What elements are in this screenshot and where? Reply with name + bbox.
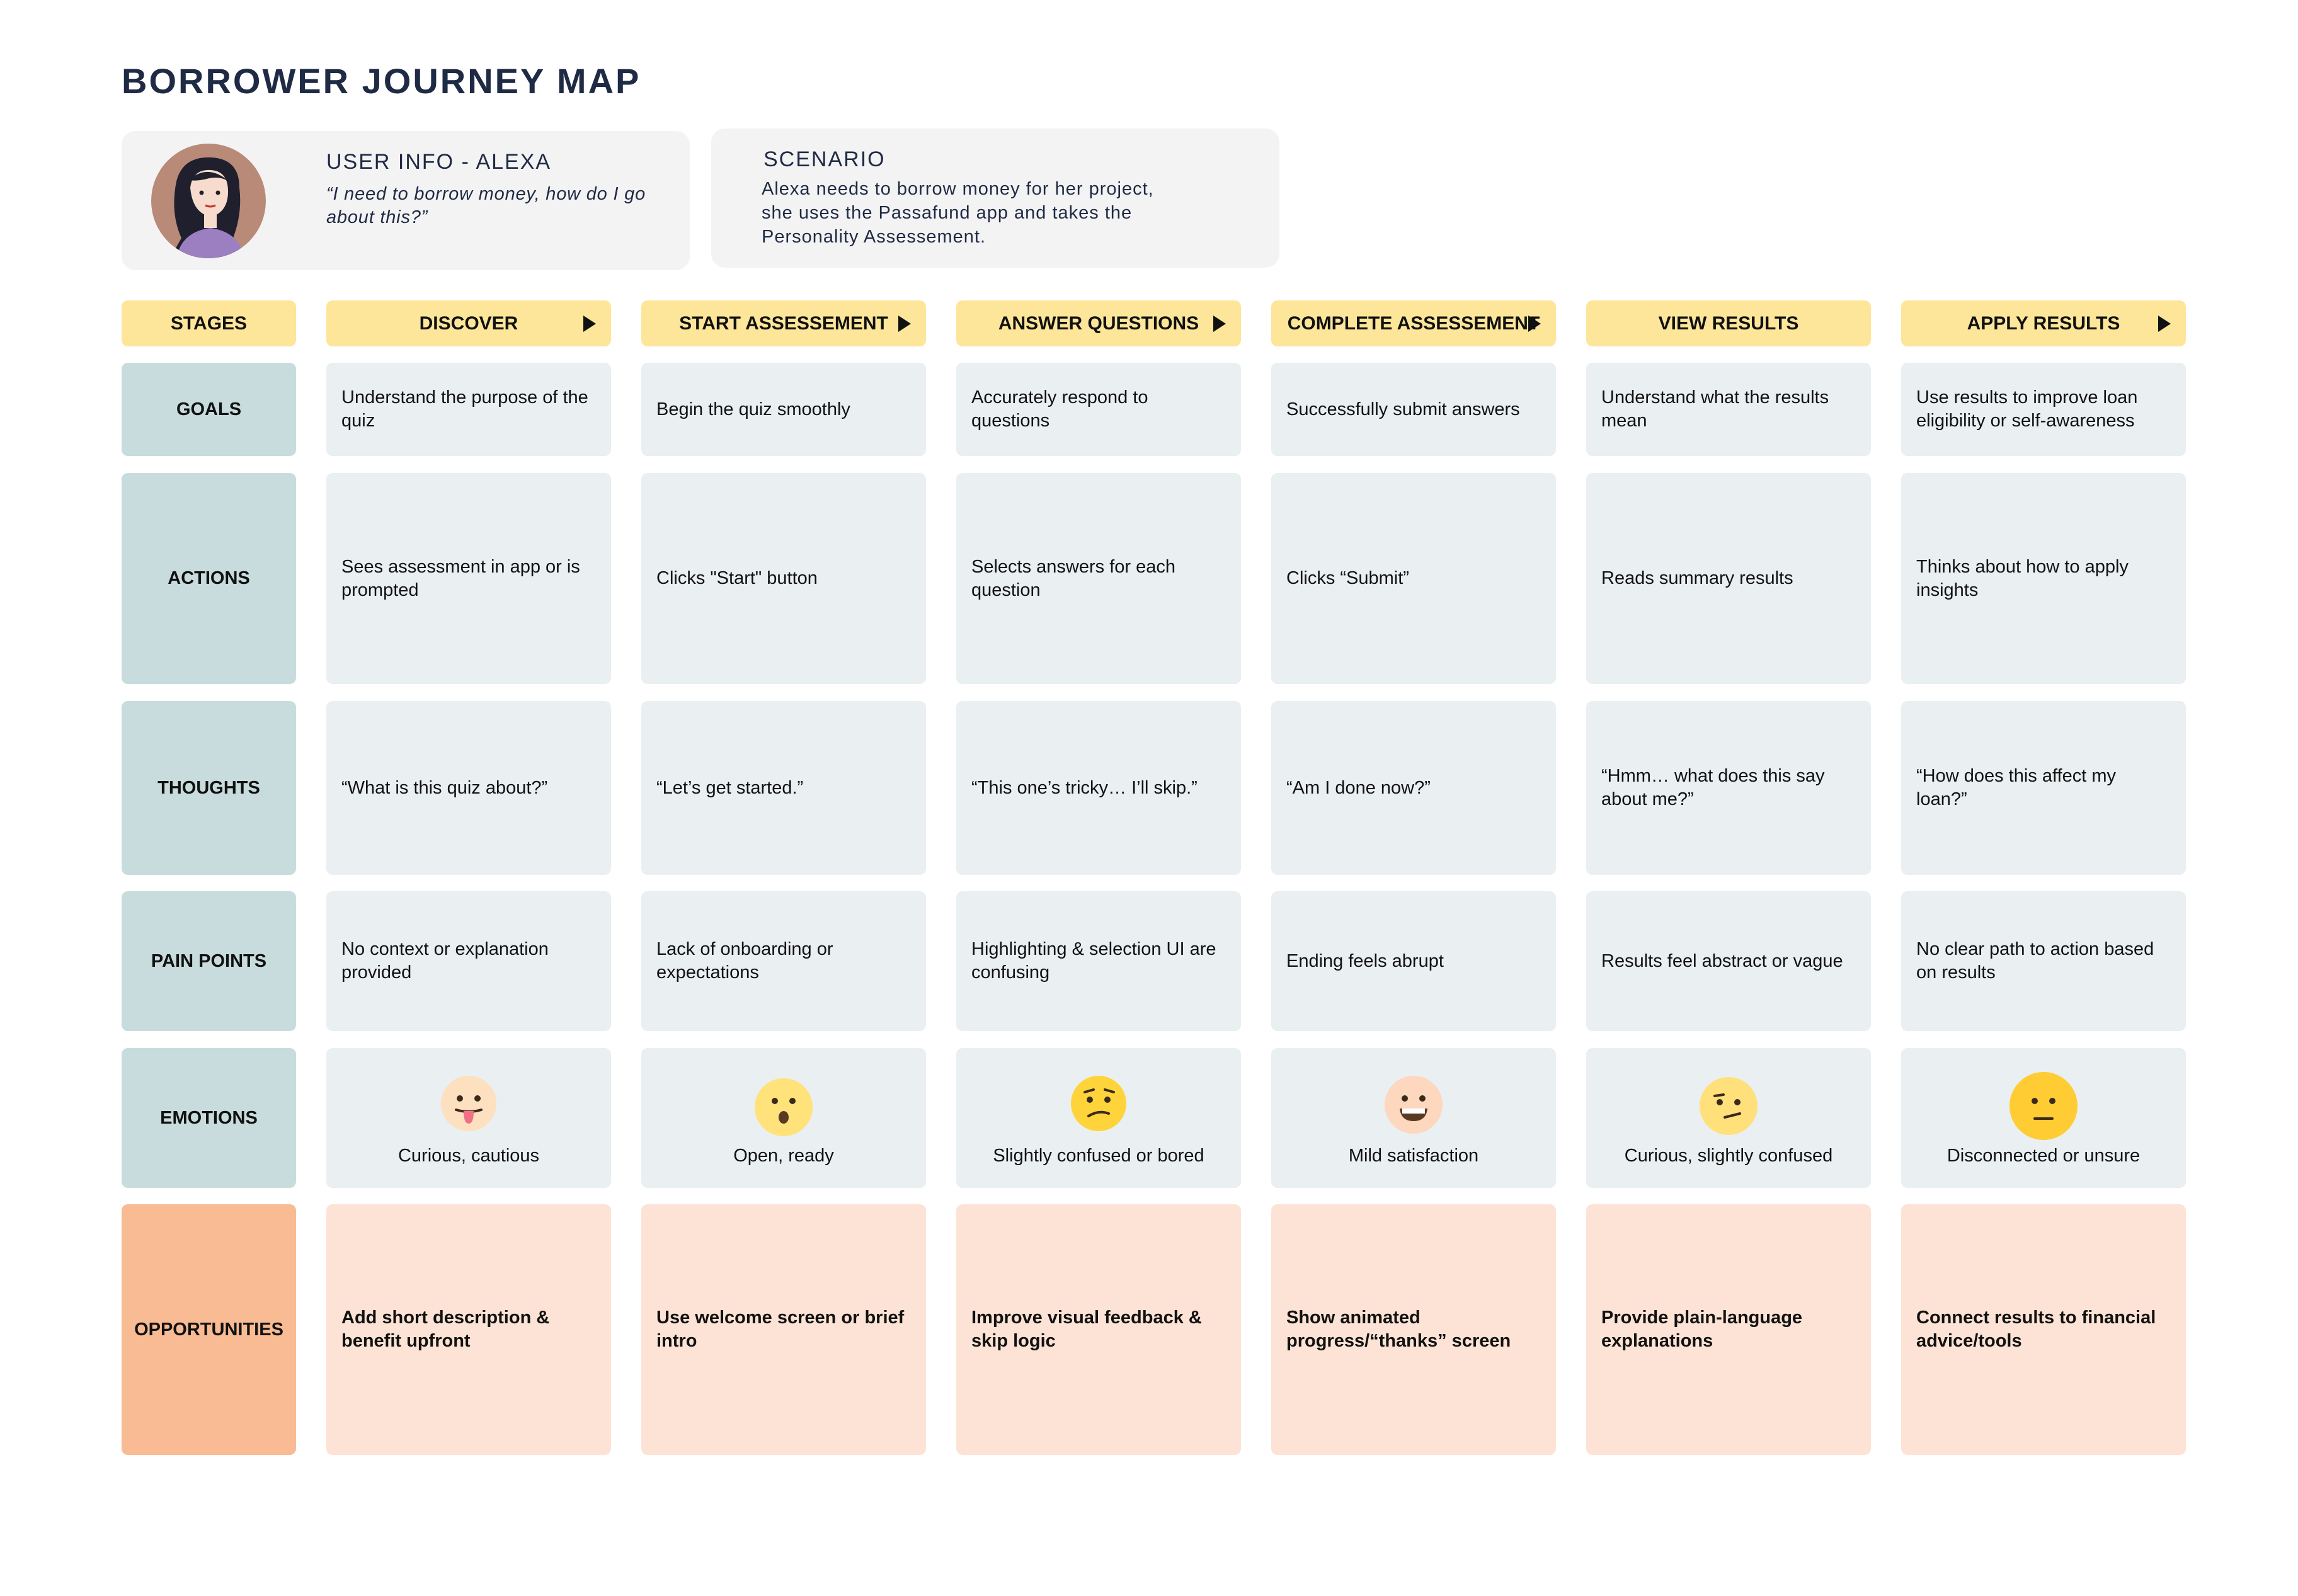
stage-view-results: VIEW RESULTS: [1586, 300, 1871, 346]
action-cell: Sees assessment in app or is prompted: [326, 473, 611, 684]
opportunity-cell: Show animated progress/“thanks” screen: [1271, 1204, 1556, 1455]
action-cell: Reads summary results: [1586, 473, 1871, 684]
play-arrow-icon: [1528, 315, 1541, 332]
emotion-label: Slightly confused or bored: [993, 1146, 1204, 1166]
goal-cell: Successfully submit answers: [1271, 363, 1556, 456]
action-cell: Clicks “Submit”: [1271, 473, 1556, 684]
row-label-actions: ACTIONS: [122, 473, 296, 684]
goal-cell: Use results to improve loan eligibility …: [1901, 363, 2186, 456]
emotion-cell: Mild satisfaction: [1271, 1048, 1556, 1188]
thought-cell: “Am I done now?”: [1271, 701, 1556, 875]
play-arrow-icon: [898, 315, 911, 332]
emotion-label: Curious, cautious: [397, 1146, 540, 1166]
pain-point-cell: Results feel abstract or vague: [1586, 891, 1871, 1031]
tongue-out-emoji-icon: [441, 1076, 496, 1131]
scenario-text: Alexa needs to borrow money for her proj…: [762, 179, 1154, 247]
neutral-emoji-icon: [2009, 1072, 2078, 1140]
emotion-cell: Curious, slightly confused: [1586, 1048, 1871, 1188]
thought-cell: “Hmm… what does this say about me?”: [1586, 701, 1871, 875]
opportunity-cell: Provide plain-language explanations: [1586, 1204, 1871, 1455]
row-label-pain-points: PAIN POINTS: [122, 891, 296, 1031]
grinning-emoji-icon: [1385, 1076, 1443, 1134]
user-info-heading: USER INFO - ALEXA: [326, 150, 552, 174]
stage-label: APPLY RESULTS: [1967, 312, 2120, 334]
stage-answer-questions: ANSWER QUESTIONS: [956, 300, 1241, 346]
thought-cell: “What is this quiz about?”: [326, 701, 611, 875]
emotion-label: Mild satisfaction: [1348, 1146, 1479, 1166]
row-label-thoughts: THOUGHTS: [122, 701, 296, 875]
user-quote: “I need to borrow money, how do I go abo…: [326, 184, 646, 227]
opportunity-cell: Connect results to financial advice/tool…: [1901, 1204, 2186, 1455]
skeptical-emoji-icon: [1700, 1077, 1758, 1135]
row-label-goals: GOALS: [122, 363, 296, 456]
user-info-card: USER INFO - ALEXA “I need to borrow mone…: [122, 131, 690, 270]
emotion-cell: Disconnected or unsure: [1901, 1048, 2186, 1188]
emotion-label: Open, ready: [733, 1146, 834, 1166]
stage-label: DISCOVER: [419, 312, 518, 334]
surprised-emoji-icon: [755, 1078, 813, 1136]
stages-label-text: STAGES: [170, 312, 248, 334]
pain-point-cell: No clear path to action based on results: [1901, 891, 2186, 1031]
page-title: BORROWER JOURNEY MAP: [122, 61, 641, 101]
goal-cell: Understand the purpose of the quiz: [326, 363, 611, 456]
emotion-cell: Slightly confused or bored: [956, 1048, 1241, 1188]
row-label-emotions: EMOTIONS: [122, 1048, 296, 1188]
pain-point-cell: Lack of onboarding or expectations: [641, 891, 926, 1031]
stage-label: START ASSESSEMENT: [679, 312, 888, 334]
play-arrow-icon: [1213, 315, 1226, 332]
action-cell: Selects answers for each question: [956, 473, 1241, 684]
thought-cell: “This one’s tricky… I’ll skip.”: [956, 701, 1241, 875]
thought-cell: “How does this affect my loan?”: [1901, 701, 2186, 875]
stage-apply-results: APPLY RESULTS: [1901, 300, 2186, 346]
pain-point-cell: Highlighting & selection UI are confusin…: [956, 891, 1241, 1031]
emotion-label: Disconnected or unsure: [1946, 1146, 2141, 1166]
opportunity-cell: Improve visual feedback & skip logic: [956, 1204, 1241, 1455]
row-label-opportunities: OPPORTUNITIES: [122, 1204, 296, 1455]
emotion-cell: Open, ready: [641, 1048, 926, 1188]
thought-cell: “Let’s get started.”: [641, 701, 926, 875]
scenario-card: SCENARIO Alexa needs to borrow money for…: [711, 128, 1279, 268]
stage-complete-assessement: COMPLETE ASSESSEMENT: [1271, 300, 1556, 346]
stage-discover: DISCOVER: [326, 300, 611, 346]
action-cell: Thinks about how to apply insights: [1901, 473, 2186, 684]
stages-label: STAGES: [122, 300, 296, 346]
user-avatar: [151, 144, 266, 258]
stage-label: COMPLETE ASSESSEMENT: [1287, 312, 1540, 334]
emotion-label: Curious, slightly confused: [1624, 1146, 1833, 1166]
goal-cell: Understand what the results mean: [1586, 363, 1871, 456]
stage-label: ANSWER QUESTIONS: [998, 312, 1199, 334]
stage-start-assessement: START ASSESSEMENT: [641, 300, 926, 346]
pain-point-cell: Ending feels abrupt: [1271, 891, 1556, 1031]
play-arrow-icon: [583, 315, 596, 332]
stage-label: VIEW RESULTS: [1658, 312, 1799, 334]
scenario-heading: SCENARIO: [763, 147, 886, 171]
goal-cell: Accurately respond to questions: [956, 363, 1241, 456]
emotion-cell: Curious, cautious: [326, 1048, 611, 1188]
confused-emoji-icon: [1071, 1076, 1126, 1131]
opportunity-cell: Use welcome screen or brief intro: [641, 1204, 926, 1455]
play-arrow-icon: [2158, 315, 2171, 332]
goal-cell: Begin the quiz smoothly: [641, 363, 926, 456]
opportunity-cell: Add short description & benefit upfront: [326, 1204, 611, 1455]
pain-point-cell: No context or explanation provided: [326, 891, 611, 1031]
action-cell: Clicks "Start" button: [641, 473, 926, 684]
